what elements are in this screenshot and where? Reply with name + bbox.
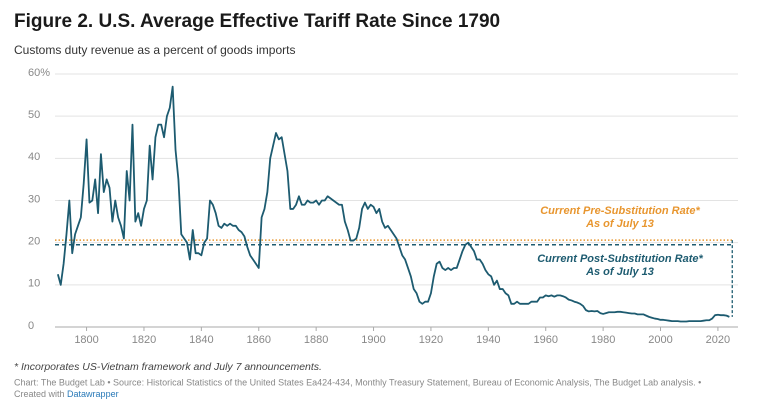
x-tick-label: 1940 — [476, 334, 500, 346]
x-tick-label: 1860 — [247, 334, 271, 346]
x-tick-label: 2000 — [648, 334, 672, 346]
credit-text: Created with — [14, 389, 65, 399]
y-tick-label: 30 — [28, 193, 40, 205]
reference-label: As of July 13 — [585, 218, 654, 230]
x-tick-label: 1980 — [591, 334, 615, 346]
reference-label: As of July 13 — [585, 266, 654, 278]
credit: Created with Datawrapper — [14, 389, 119, 399]
y-tick-label: 40 — [28, 151, 40, 163]
x-tick-label: 1840 — [189, 334, 213, 346]
footnote: * Incorporates US-Vietnam framework and … — [14, 361, 322, 373]
x-tick-label: 1800 — [74, 334, 98, 346]
x-tick-label: 1900 — [361, 334, 385, 346]
chart-title: Figure 2. U.S. Average Effective Tariff … — [14, 11, 500, 32]
credit-link[interactable]: Datawrapper — [67, 389, 119, 399]
reference-label: Current Pre-Substitution Rate* — [540, 205, 700, 217]
x-tick-label: 1920 — [419, 334, 443, 346]
source: Chart: The Budget Lab • Source: Historic… — [14, 377, 701, 387]
x-tick-label: 1880 — [304, 334, 328, 346]
x-tick-label: 2020 — [706, 334, 730, 346]
chart-subtitle: Customs duty revenue as a percent of goo… — [14, 43, 295, 57]
x-tick-label: 1820 — [132, 334, 156, 346]
data-line — [57, 85, 730, 323]
y-tick-label: 50 — [28, 109, 40, 121]
y-tick-label: 60% — [28, 67, 50, 79]
y-tick-label: 20 — [28, 236, 40, 248]
y-tick-label: 10 — [28, 278, 40, 290]
reference-label: Current Post-Substitution Rate* — [537, 253, 703, 265]
x-tick-label: 1960 — [533, 334, 557, 346]
y-tick-label: 0 — [28, 320, 34, 332]
